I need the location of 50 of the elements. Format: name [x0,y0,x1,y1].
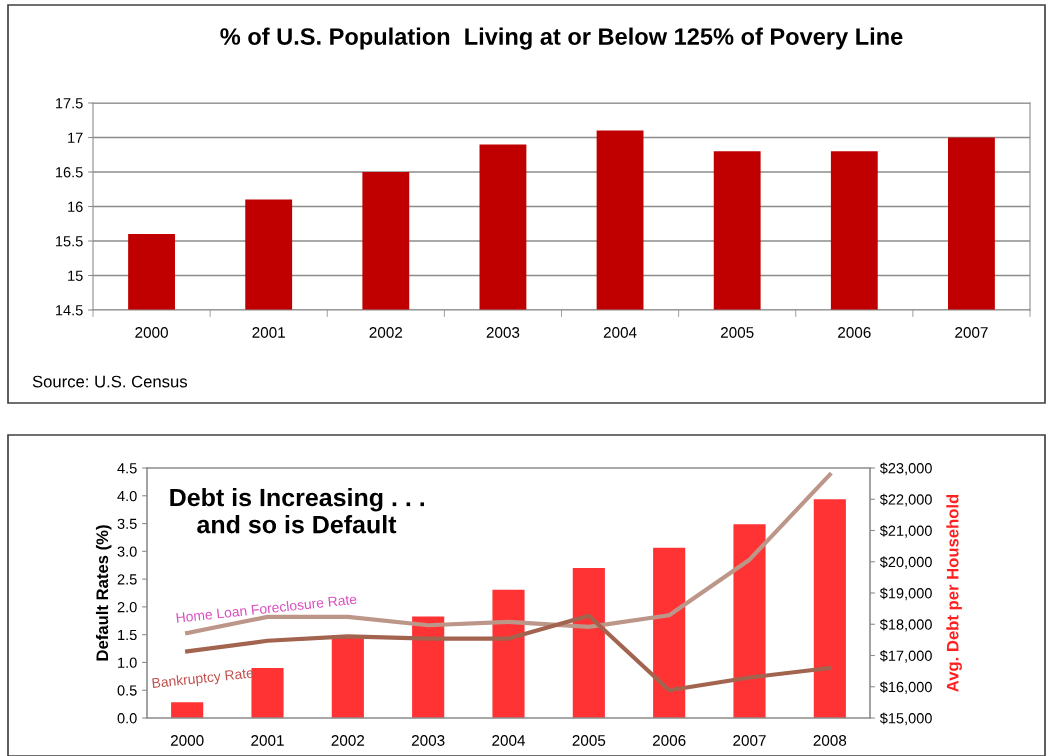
y2-tick-label: $18,000 [879,618,932,632]
y-tick-label: 2.5 [117,574,137,585]
x-tick-label: 2005 [572,735,606,746]
text: Bankruptcy Rate [152,667,254,691]
x-tick-label: 2004 [603,327,637,338]
annotation: Debt is Increasing . . . and so is Default [170,488,424,534]
y2-tick-label: $21,000 [879,524,932,538]
chart-title: % of U.S. Population Living at or Below 125% of Povery Line [220,27,903,50]
x-tick-label: 2003 [411,735,445,746]
x-tick-label: 2007 [733,735,766,746]
x-tick-label: 2002 [369,327,403,338]
y-axis-title: Default Rates (%) [95,525,112,661]
y-tick-label: 3.5 [117,518,137,529]
y-tick-label: 0.5 [117,685,137,696]
y-tick-label: 4.0 [117,490,137,502]
y2-tick-label: $22,000 [879,493,932,507]
y2-tick-label: $15,000 [879,712,932,726]
x-tick-label: 2000 [170,735,204,746]
x-tick-label: 2008 [813,735,847,746]
y-tick-label: 17.5 [56,98,83,109]
source-note: Source: U.S. Census [32,375,188,388]
y2-tick-label: $16,000 [879,681,932,694]
x-tick-label: 2007 [955,327,988,338]
y-tick-label: 15 [68,270,83,281]
y-tick-label: 16 [68,201,83,212]
x-tick-label: 2001 [252,327,285,338]
y2-axis-title: Avg. Debt per Household [946,494,962,692]
y-tick-label: 15.5 [56,236,83,247]
text: Home Loan Foreclosure Rate [176,593,357,623]
x-tick-label: 2002 [331,735,365,746]
x-tick-label: 2003 [486,327,520,338]
x-tick-label: 2000 [135,327,168,338]
x-tick-label: 2006 [652,735,686,746]
y-tick-label: 1.0 [118,657,137,668]
x-tick-label: 2001 [251,735,284,746]
y2-tick-label: $17,000 [879,649,932,663]
y2-tick-label: $23,000 [879,462,932,476]
y2-tick-label: $19,000 [879,587,932,601]
y-tick-label: 17 [68,132,83,143]
y-tick-label: 4.5 [117,463,137,474]
y-tick-label: 3.0 [117,546,137,557]
y2-tick-label: $20,000 [879,556,932,569]
y-tick-label: 1.5 [118,629,137,641]
x-tick-label: 2004 [492,735,526,746]
x-tick-label: 2006 [838,327,871,338]
y-tick-label: 2.0 [117,601,137,613]
y-tick-label: 14.5 [56,305,83,316]
x-tick-label: 2005 [720,327,754,338]
y-tick-label: 16.5 [56,167,83,178]
y-tick-label: 0.0 [117,713,137,724]
